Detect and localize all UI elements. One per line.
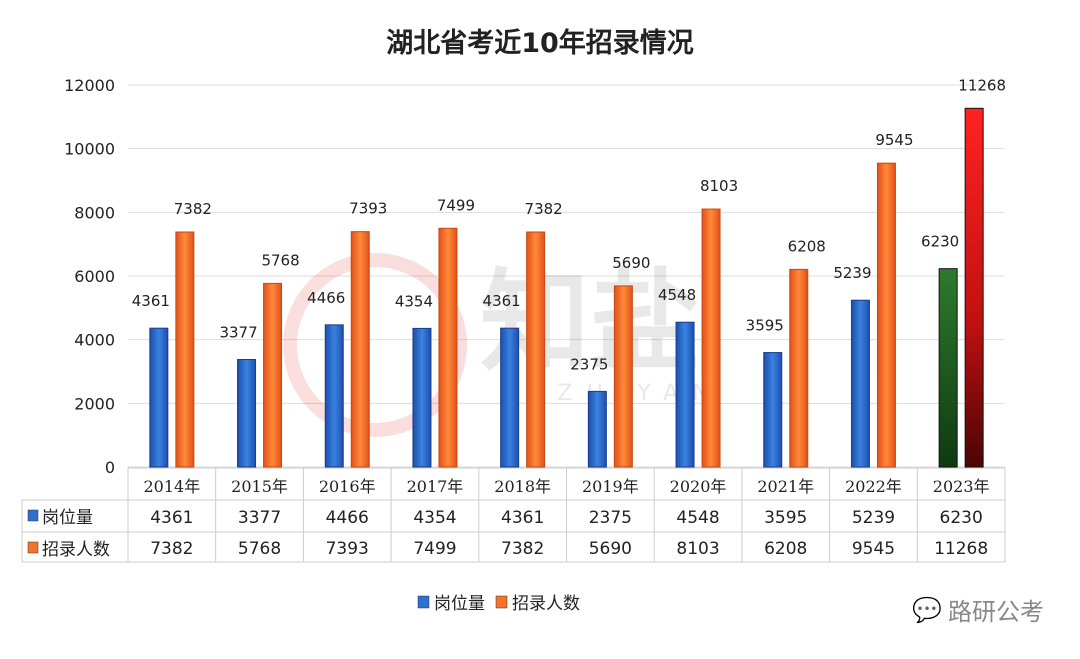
table-cell: 11268 xyxy=(934,539,988,559)
table-cell: 6208 xyxy=(764,539,807,559)
x-tick-label: 2014年 xyxy=(143,477,200,496)
svg-text:ZHIYAN: ZHIYAN xyxy=(557,381,722,406)
bar-recruits xyxy=(175,231,195,468)
data-label: 5690 xyxy=(612,254,650,272)
table-cell: 5239 xyxy=(852,508,895,528)
x-tick-label: 2017年 xyxy=(407,477,464,496)
data-label: 4361 xyxy=(483,292,521,310)
table-cell: 3377 xyxy=(238,508,281,528)
data-label: 2375 xyxy=(570,355,608,373)
data-label: 4548 xyxy=(658,286,696,304)
y-tick-label: 10000 xyxy=(64,140,115,159)
bar-recruits xyxy=(350,231,370,468)
table-cell: 7382 xyxy=(501,539,544,559)
data-label: 3595 xyxy=(746,317,784,335)
table-cell: 9545 xyxy=(852,539,895,559)
y-tick-label: 4000 xyxy=(74,331,115,350)
bar-positions xyxy=(324,324,344,468)
x-tick-label: 2019年 xyxy=(582,477,639,496)
table-cell: 4354 xyxy=(413,508,456,528)
data-label: 7499 xyxy=(437,196,475,214)
table-cell: 7382 xyxy=(150,539,193,559)
wechat-icon: 💬 xyxy=(912,595,942,624)
x-tick-label: 2022年 xyxy=(845,477,902,496)
data-label: 7382 xyxy=(525,200,563,218)
y-tick-label: 8000 xyxy=(74,203,115,222)
bar-recruits xyxy=(526,231,546,468)
x-tick-label: 2020年 xyxy=(670,477,727,496)
watermark-text: 路研公考 xyxy=(948,598,1044,626)
bar-positions xyxy=(675,321,695,468)
data-label: 9545 xyxy=(875,131,913,149)
data-label: 5239 xyxy=(833,264,871,282)
x-tick-label: 2023年 xyxy=(933,477,990,496)
legend-swatch xyxy=(417,595,430,609)
legend-label: 岗位量 xyxy=(434,594,485,614)
data-label: 11268 xyxy=(958,76,1006,94)
y-tick-label: 2000 xyxy=(74,394,115,413)
table-cell: 6230 xyxy=(940,508,983,528)
data-label: 6208 xyxy=(788,237,826,255)
bar-recruits xyxy=(701,208,721,468)
table-cell: 4548 xyxy=(676,508,719,528)
table-cell: 5690 xyxy=(589,539,632,559)
legend-label: 招录人数 xyxy=(512,594,580,614)
data-label: 8103 xyxy=(700,177,738,195)
bar-recruits xyxy=(789,268,809,468)
y-tick-label: 6000 xyxy=(74,267,115,286)
bar-positions xyxy=(850,299,870,468)
bar-positions xyxy=(149,327,169,468)
table-cell: 3595 xyxy=(764,508,807,528)
bar-positions xyxy=(412,327,432,468)
data-label: 5768 xyxy=(261,251,299,269)
watermark: 💬 路研公考 xyxy=(912,592,1044,627)
table-cell: 5768 xyxy=(238,539,281,559)
bar-positions xyxy=(763,352,783,468)
data-label: 7382 xyxy=(174,200,212,218)
chart-title: 湖北省考近10年招录情况 xyxy=(386,27,694,59)
data-label: 4466 xyxy=(307,289,345,307)
table-cell: 7499 xyxy=(413,539,456,559)
table-legend-swatch xyxy=(27,541,39,554)
x-tick-label: 2015年 xyxy=(231,477,288,496)
y-tick-label: 0 xyxy=(105,458,115,477)
x-tick-label: 2018年 xyxy=(494,477,551,496)
table-cell: 4466 xyxy=(326,508,369,528)
bar-positions xyxy=(500,327,520,468)
data-label: 3377 xyxy=(219,323,257,341)
bar-recruits xyxy=(876,162,896,468)
x-tick-label: 2016年 xyxy=(319,477,376,496)
table-row-label: 岗位量 xyxy=(42,508,93,528)
table-cell: 2375 xyxy=(589,508,632,528)
legend-swatch xyxy=(495,595,508,609)
table-cell: 4361 xyxy=(150,508,193,528)
table-cell: 7393 xyxy=(326,539,369,559)
bar-recruits xyxy=(613,285,633,468)
table-cell: 4361 xyxy=(501,508,544,528)
bar-positions xyxy=(237,358,257,468)
y-tick-label: 12000 xyxy=(64,76,115,95)
x-tick-label: 2021年 xyxy=(757,477,814,496)
table-row-label: 招录人数 xyxy=(42,540,110,560)
data-label: 6230 xyxy=(921,233,959,251)
bar-recruits xyxy=(263,282,283,468)
data-label: 7393 xyxy=(349,200,387,218)
table-legend-swatch xyxy=(27,509,39,522)
bar-positions xyxy=(938,268,958,468)
bar-recruits xyxy=(964,107,984,468)
data-label: 4354 xyxy=(395,292,433,310)
table-cell: 8103 xyxy=(676,539,719,559)
bar-recruits xyxy=(438,227,458,468)
data-label: 4361 xyxy=(132,292,170,310)
bar-positions xyxy=(587,390,607,468)
